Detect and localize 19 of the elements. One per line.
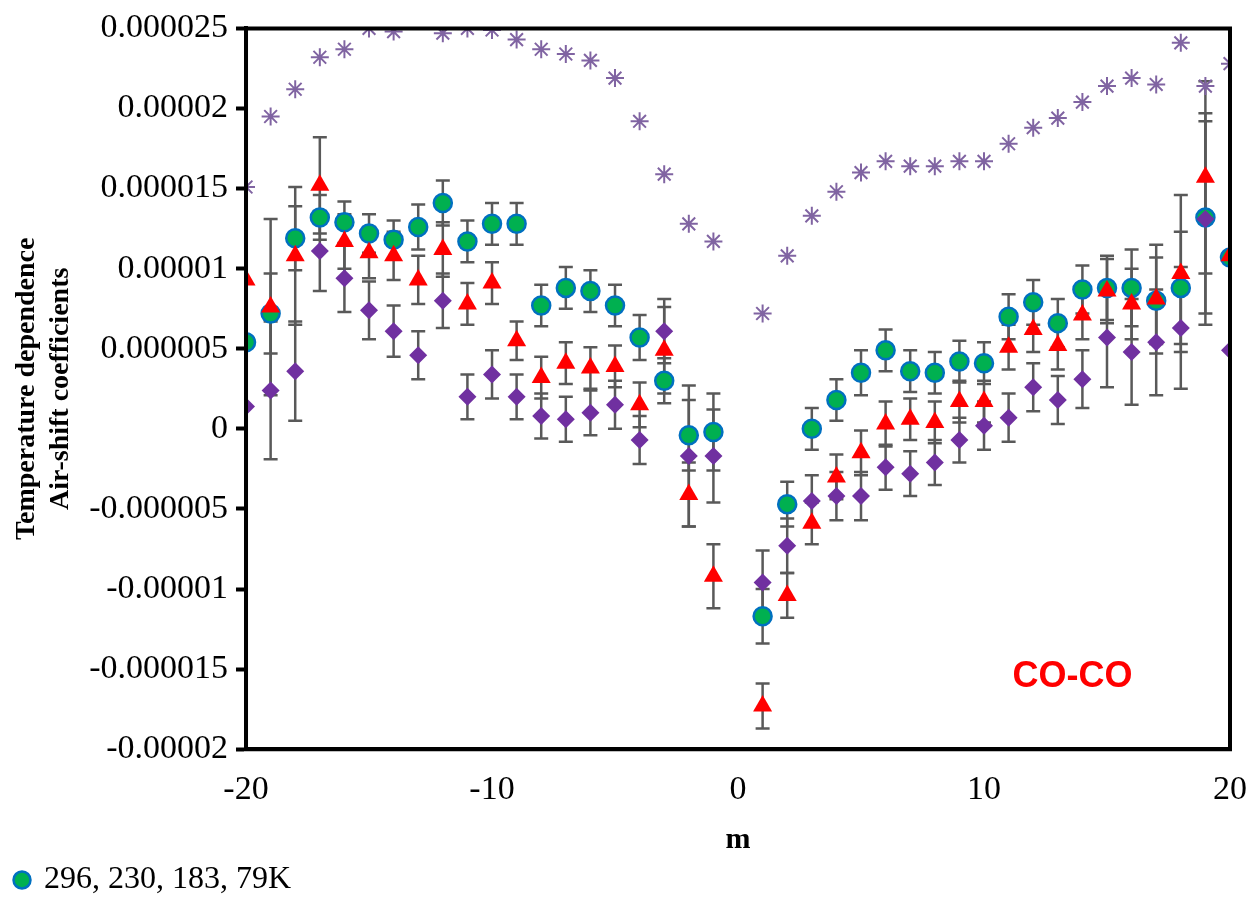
y-tick-label: -0.000005	[89, 487, 229, 525]
y-tick-label: 0.000005	[100, 327, 229, 365]
x-tick-label: 10	[967, 768, 1002, 806]
x-tick-label: 0	[729, 768, 747, 806]
y-axis-title: Temperature dependence Air-shift coefficients	[9, 237, 74, 541]
annotation: CO-CO	[1012, 654, 1133, 696]
y-tick-label: 0.000015	[100, 167, 229, 205]
y-tick-label: -0.00001	[106, 567, 229, 605]
y-tick-label: 0.000025	[100, 7, 229, 45]
legend-label: 296, 230, 183, 79K	[44, 859, 292, 896]
x-tick-label: -20	[223, 768, 269, 806]
x-tick-label: 20	[1213, 768, 1247, 806]
y-tick-label: 0.00002	[117, 87, 229, 125]
y-tick-label: 0	[211, 407, 229, 445]
y-tick-label: -0.000015	[89, 648, 229, 686]
y-tick-label: -0.00002	[106, 728, 229, 766]
y-tick-label: 0.00001	[117, 247, 229, 285]
x-tick-label: -10	[469, 768, 515, 806]
x-axis-title: m	[725, 820, 751, 854]
